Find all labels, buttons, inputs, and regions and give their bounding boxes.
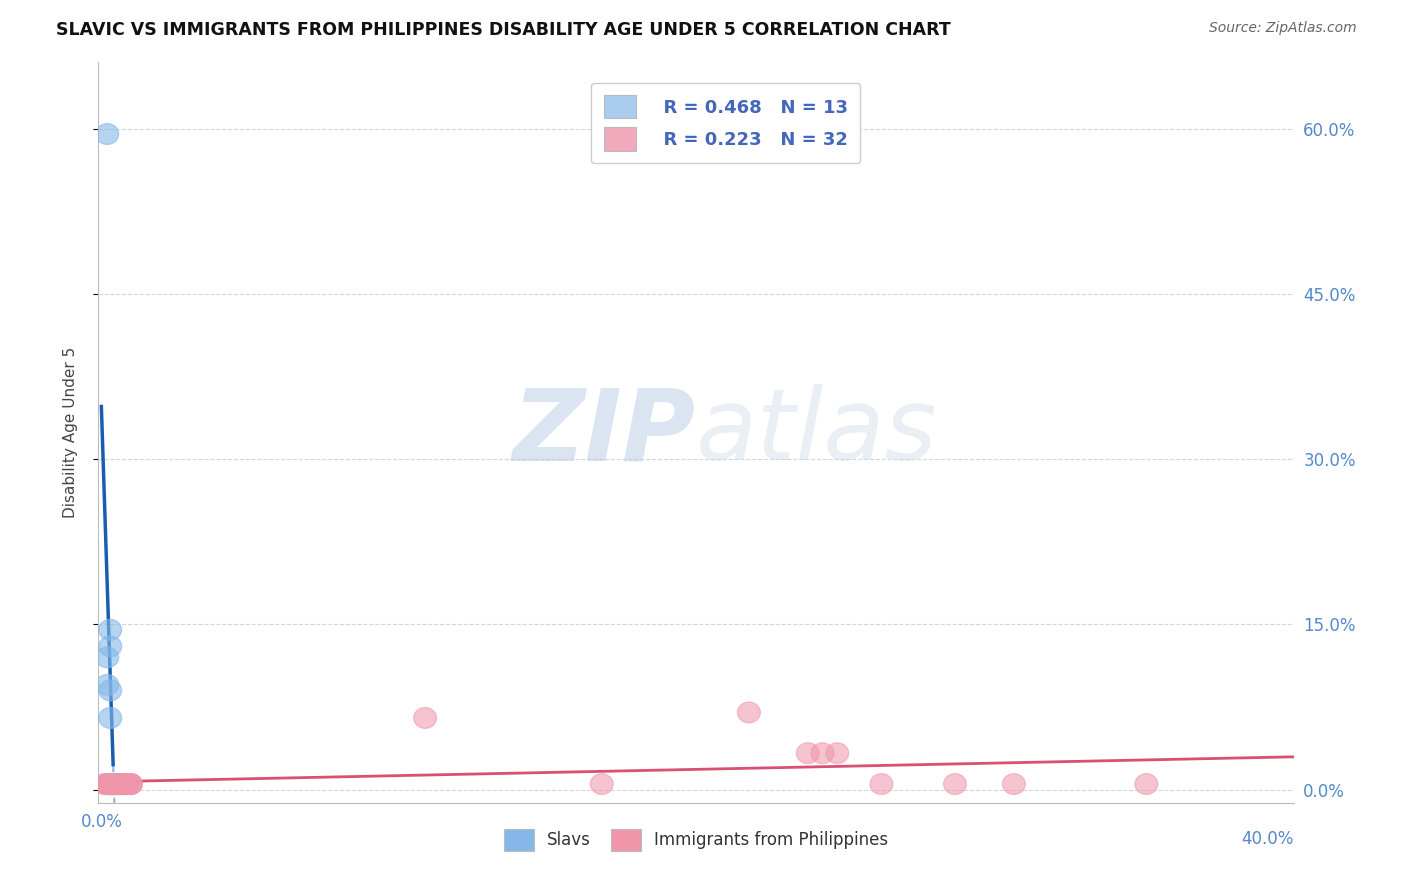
Ellipse shape xyxy=(96,773,118,795)
Ellipse shape xyxy=(108,773,131,795)
Ellipse shape xyxy=(93,773,115,795)
Ellipse shape xyxy=(96,773,118,795)
Ellipse shape xyxy=(98,773,121,795)
Ellipse shape xyxy=(101,773,125,795)
Ellipse shape xyxy=(98,636,121,657)
Ellipse shape xyxy=(117,773,139,795)
Text: ZIP: ZIP xyxy=(513,384,696,481)
Ellipse shape xyxy=(1002,773,1025,795)
Text: SLAVIC VS IMMIGRANTS FROM PHILIPPINES DISABILITY AGE UNDER 5 CORRELATION CHART: SLAVIC VS IMMIGRANTS FROM PHILIPPINES DI… xyxy=(56,21,950,38)
Ellipse shape xyxy=(1135,773,1157,795)
Ellipse shape xyxy=(96,647,118,668)
Text: 40.0%: 40.0% xyxy=(1241,830,1294,848)
Ellipse shape xyxy=(943,773,966,795)
Ellipse shape xyxy=(114,773,136,795)
Ellipse shape xyxy=(98,773,121,795)
Ellipse shape xyxy=(96,124,118,145)
Ellipse shape xyxy=(108,773,131,795)
Ellipse shape xyxy=(120,773,142,795)
Ellipse shape xyxy=(120,773,142,795)
Ellipse shape xyxy=(796,743,820,764)
Ellipse shape xyxy=(98,680,121,701)
Ellipse shape xyxy=(101,773,125,795)
Ellipse shape xyxy=(591,773,613,795)
Ellipse shape xyxy=(111,773,134,795)
Ellipse shape xyxy=(111,773,134,795)
Y-axis label: Disability Age Under 5: Disability Age Under 5 xyxy=(63,347,77,518)
Ellipse shape xyxy=(98,773,121,795)
Ellipse shape xyxy=(98,619,121,640)
Text: Source: ZipAtlas.com: Source: ZipAtlas.com xyxy=(1209,21,1357,35)
Ellipse shape xyxy=(120,773,142,795)
Ellipse shape xyxy=(104,773,128,795)
Ellipse shape xyxy=(738,702,761,723)
Ellipse shape xyxy=(870,773,893,795)
Ellipse shape xyxy=(111,773,134,795)
Ellipse shape xyxy=(98,773,121,795)
Ellipse shape xyxy=(96,674,118,695)
Ellipse shape xyxy=(104,773,128,795)
Ellipse shape xyxy=(825,743,849,764)
Ellipse shape xyxy=(413,707,436,729)
Ellipse shape xyxy=(104,773,128,795)
Ellipse shape xyxy=(101,773,125,795)
Ellipse shape xyxy=(96,773,118,795)
Ellipse shape xyxy=(101,773,125,795)
Ellipse shape xyxy=(98,707,121,729)
Ellipse shape xyxy=(114,773,136,795)
Ellipse shape xyxy=(101,773,125,795)
Legend: Slavs, Immigrants from Philippines: Slavs, Immigrants from Philippines xyxy=(496,822,896,857)
Ellipse shape xyxy=(811,743,834,764)
Text: atlas: atlas xyxy=(696,384,938,481)
Ellipse shape xyxy=(104,773,128,795)
